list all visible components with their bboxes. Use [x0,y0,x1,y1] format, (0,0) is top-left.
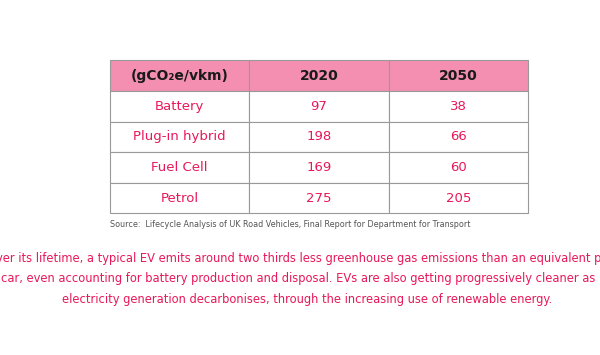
Text: Fuel Cell: Fuel Cell [151,161,208,174]
Bar [249,152,389,183]
Text: Battery: Battery [155,100,204,113]
Bar [389,183,529,213]
Text: 66: 66 [450,130,467,143]
Text: Source:  Lifecycle Analysis of UK Road Vehicles, Final Report for Department for: Source: Lifecycle Analysis of UK Road Ve… [110,220,470,229]
Text: Plug-in hybrid: Plug-in hybrid [133,130,226,143]
Text: electricity generation decarbonises, through the increasing use of renewable ene: electricity generation decarbonises, thr… [62,293,553,306]
Text: (gCO₂e/vkm): (gCO₂e/vkm) [131,69,229,83]
Bar [249,122,389,152]
Bar [249,60,389,91]
Text: 2050: 2050 [439,69,478,83]
Text: Over its lifetime, a typical EV emits around two thirds less greenhouse gas emis: Over its lifetime, a typical EV emits ar… [0,252,600,265]
Text: car, even accounting for battery production and disposal. EVs are also getting p: car, even accounting for battery product… [1,272,600,285]
Text: Petrol: Petrol [160,192,199,204]
Bar [249,183,389,213]
Bar [110,91,249,122]
Bar [110,152,249,183]
Text: 97: 97 [310,100,328,113]
Bar [389,91,529,122]
Bar [389,60,529,91]
Text: 275: 275 [306,192,332,204]
Bar [110,122,249,152]
Text: 38: 38 [450,100,467,113]
Bar [110,60,249,91]
Text: 198: 198 [306,130,332,143]
Bar [389,152,529,183]
Bar [389,122,529,152]
Text: 205: 205 [446,192,471,204]
Bar [249,91,389,122]
Text: 2020: 2020 [299,69,338,83]
Bar [110,183,249,213]
Text: 60: 60 [450,161,467,174]
Text: 169: 169 [306,161,332,174]
